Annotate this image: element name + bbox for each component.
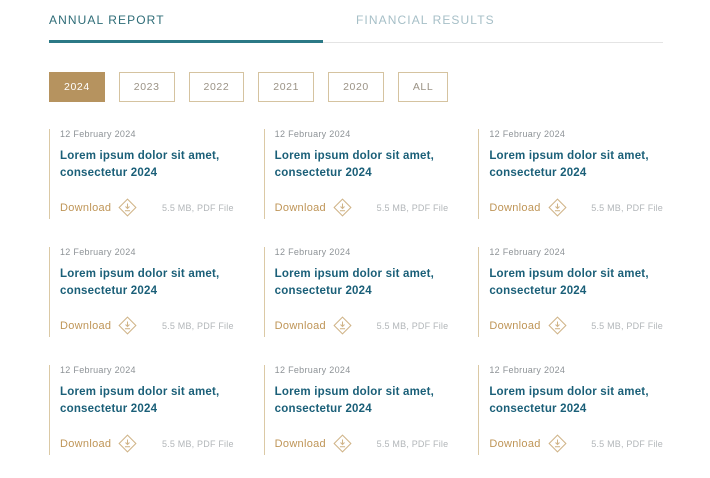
report-card: 12 February 2024 Lorem ipsum dolor sit a…	[478, 365, 663, 455]
file-info: 5.5 MB, PDF File	[376, 320, 449, 331]
year-filter-2024[interactable]: 2024	[49, 72, 105, 102]
tab-bar: ANNUAL REPORT FINANCIAL RESULTS	[49, 13, 663, 43]
reports-grid: 12 February 2024 Lorem ipsum dolor sit a…	[49, 129, 663, 455]
report-title: Lorem ipsum dolor sit amet, consectetur …	[274, 150, 435, 179]
download-button[interactable]: Download	[275, 434, 352, 453]
report-card-footer: Download 5.5 MB, PDF File	[275, 434, 449, 455]
download-button[interactable]: Download	[489, 198, 567, 217]
report-card-footer: Download 5.5 MB, PDF File	[489, 434, 663, 455]
download-label: Download	[60, 201, 112, 214]
download-label: Download	[274, 319, 326, 332]
download-label: Download	[274, 201, 326, 214]
report-card: 12 February 2024 Lorem ipsum dolor sit a…	[49, 365, 234, 455]
report-title: Lorem ipsum dolor sit amet, consectetur …	[274, 386, 435, 415]
download-button[interactable]: Download	[60, 198, 137, 217]
tab-financial-results-label: FINANCIAL RESULTS	[356, 13, 495, 27]
year-filter-all[interactable]: ALL	[397, 72, 449, 102]
report-card: 12 February 2024 Lorem ipsum dolor sit a…	[263, 365, 449, 455]
report-title: Lorem ipsum dolor sit amet, consectetur …	[274, 268, 435, 297]
year-filter-bar: 2024 2023 2022 2021 2020 ALL	[49, 72, 663, 102]
report-card: 12 February 2024 Lorem ipsum dolor sit a…	[49, 129, 234, 219]
report-card: 12 February 2024 Lorem ipsum dolor sit a…	[49, 247, 234, 337]
report-card: 12 February 2024 Lorem ipsum dolor sit a…	[478, 129, 663, 219]
download-button[interactable]: Download	[489, 316, 567, 335]
report-date: 12 February 2024	[274, 129, 351, 139]
report-date: 12 February 2024	[489, 129, 566, 139]
report-date: 12 February 2024	[60, 365, 136, 375]
report-card-footer: Download 5.5 MB, PDF File	[275, 198, 449, 219]
year-filter-2023[interactable]: 2023	[118, 72, 175, 102]
year-filter-2020[interactable]: 2020	[328, 72, 384, 102]
report-title: Lorem ipsum dolor sit amet, consectetur …	[60, 150, 220, 179]
report-title: Lorem ipsum dolor sit amet, consectetur …	[489, 386, 649, 415]
report-title: Lorem ipsum dolor sit amet, consectetur …	[60, 386, 220, 415]
report-title: Lorem ipsum dolor sit amet, consectetur …	[60, 268, 220, 297]
download-diamond-icon	[333, 434, 352, 453]
download-button[interactable]: Download	[489, 434, 567, 453]
download-label: Download	[489, 201, 541, 214]
download-label: Download	[274, 437, 326, 450]
tab-financial-results[interactable]: FINANCIAL RESULTS	[323, 13, 663, 43]
download-diamond-icon	[548, 316, 567, 335]
report-title: Lorem ipsum dolor sit amet, consectetur …	[489, 268, 649, 297]
report-date: 12 February 2024	[489, 365, 566, 375]
report-card-footer: Download 5.5 MB, PDF File	[60, 316, 234, 337]
download-diamond-icon	[118, 198, 137, 217]
report-card-footer: Download 5.5 MB, PDF File	[60, 434, 234, 455]
report-card: 12 February 2024 Lorem ipsum dolor sit a…	[478, 247, 663, 337]
report-date: 12 February 2024	[60, 129, 136, 139]
report-date: 12 February 2024	[274, 365, 351, 375]
file-info: 5.5 MB, PDF File	[376, 202, 449, 213]
download-label: Download	[60, 437, 112, 450]
report-title: Lorem ipsum dolor sit amet, consectetur …	[489, 150, 649, 179]
report-card: 12 February 2024 Lorem ipsum dolor sit a…	[263, 247, 449, 337]
download-button[interactable]: Download	[275, 316, 352, 335]
file-info: 5.5 MB, PDF File	[161, 320, 234, 331]
report-card: 12 February 2024 Lorem ipsum dolor sit a…	[263, 129, 449, 219]
report-date: 12 February 2024	[489, 247, 566, 257]
download-button[interactable]: Download	[60, 316, 137, 335]
file-info: 5.5 MB, PDF File	[161, 438, 234, 449]
year-filter-2021[interactable]: 2021	[258, 72, 315, 102]
tab-annual-report[interactable]: ANNUAL REPORT	[49, 13, 323, 43]
report-date: 12 February 2024	[60, 247, 136, 257]
download-diamond-icon	[333, 198, 352, 217]
download-button[interactable]: Download	[275, 198, 352, 217]
file-info: 5.5 MB, PDF File	[591, 202, 663, 213]
download-label: Download	[489, 319, 541, 332]
download-diamond-icon	[333, 316, 352, 335]
report-card-footer: Download 5.5 MB, PDF File	[60, 198, 234, 219]
download-button[interactable]: Download	[60, 434, 137, 453]
report-card-footer: Download 5.5 MB, PDF File	[489, 316, 663, 337]
tab-annual-report-label: ANNUAL REPORT	[49, 13, 165, 27]
report-card-footer: Download 5.5 MB, PDF File	[489, 198, 663, 219]
file-info: 5.5 MB, PDF File	[591, 320, 663, 331]
download-diamond-icon	[548, 198, 567, 217]
download-label: Download	[60, 319, 112, 332]
download-diamond-icon	[548, 434, 567, 453]
download-label: Download	[489, 437, 541, 450]
year-filter-2022[interactable]: 2022	[188, 72, 245, 102]
file-info: 5.5 MB, PDF File	[591, 438, 663, 449]
file-info: 5.5 MB, PDF File	[161, 202, 234, 213]
download-diamond-icon	[118, 434, 137, 453]
download-diamond-icon	[118, 316, 137, 335]
file-info: 5.5 MB, PDF File	[376, 438, 449, 449]
report-date: 12 February 2024	[274, 247, 351, 257]
report-card-footer: Download 5.5 MB, PDF File	[275, 316, 449, 337]
